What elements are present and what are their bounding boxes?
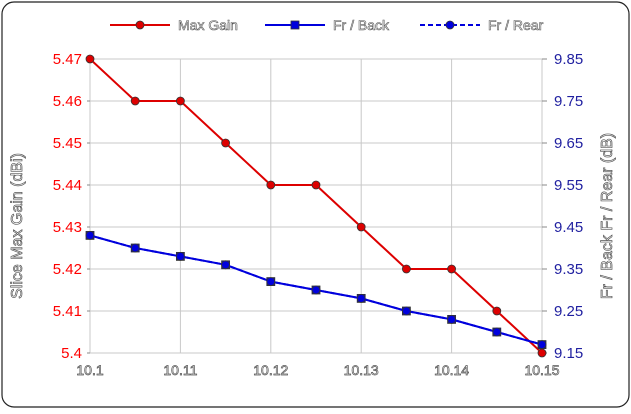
data-point-circle	[492, 306, 502, 316]
data-point-circle	[537, 348, 547, 358]
x-tick-label: 10.13	[344, 362, 379, 378]
data-point-circle	[537, 340, 547, 350]
right-tick-label: 9.45	[554, 219, 583, 236]
right-tick-label: 9.65	[554, 135, 583, 152]
left-tick-label: 5.44	[53, 177, 82, 194]
right-tick-label: 9.15	[554, 345, 583, 362]
legend-marker	[290, 20, 300, 30]
legend: Max Gain Fr / Back Fr / Rear	[110, 17, 544, 33]
data-point-circle	[221, 260, 231, 270]
chart-border	[1, 1, 630, 408]
x-tick-label: 10.11	[163, 362, 197, 378]
x-tick-label: 10.1	[76, 362, 103, 378]
data-point-circle	[175, 96, 185, 106]
right-tick-label: 9.55	[554, 177, 583, 194]
data-point-circle	[401, 264, 411, 274]
right-tick-label: 9.85	[554, 51, 583, 68]
legend-marker	[445, 20, 455, 30]
legend-label: Max Gain	[178, 17, 238, 33]
x-tick-label: 10.14	[434, 362, 469, 378]
data-point-circle	[447, 264, 457, 274]
x-tick-label: 10.15	[524, 362, 559, 378]
data-point-circle	[266, 180, 276, 190]
legend-marker	[135, 20, 145, 30]
axes: 5.4 5.41 5.42 5.43 5.44 5.45 5.46 5.47 9.15 9.25 9…	[9, 51, 617, 378]
left-tick-label: 5.46	[53, 93, 82, 110]
left-tick-label: 5.4	[61, 345, 82, 362]
right-axis-title: Fr / Back Fr / Rear (dB)	[599, 133, 616, 299]
x-tick-label: 10.12	[253, 362, 288, 378]
left-tick-label: 5.43	[53, 219, 82, 236]
right-tick-label: 9.75	[554, 93, 583, 110]
data-point-circle	[221, 138, 231, 148]
data-point-circle	[175, 251, 185, 261]
data-point-circle	[492, 327, 502, 337]
data-point-circle	[130, 96, 140, 106]
left-tick-label: 5.47	[53, 51, 82, 68]
left-tick-label: 5.42	[53, 261, 82, 278]
data-point-circle	[311, 285, 321, 295]
left-axis-title: Slice Max Gain (dBi)	[9, 153, 26, 299]
data-point-circle	[311, 180, 321, 190]
data-point-circle	[130, 243, 140, 253]
data-point-circle	[401, 306, 411, 316]
data-point-circle	[85, 54, 95, 64]
data-point-circle	[266, 277, 276, 287]
legend-label: Fr / Rear	[488, 17, 544, 33]
right-tick-label: 9.25	[554, 303, 583, 320]
left-tick-label: 5.41	[53, 303, 82, 320]
data-point-circle	[356, 222, 366, 232]
legend-label: Fr / Back	[333, 17, 390, 33]
data-point-circle	[356, 293, 366, 303]
data-point-circle	[447, 314, 457, 324]
data-point-circle	[85, 230, 95, 240]
right-tick-label: 9.35	[554, 261, 583, 278]
series-group	[85, 54, 547, 358]
left-tick-label: 5.45	[53, 135, 82, 152]
